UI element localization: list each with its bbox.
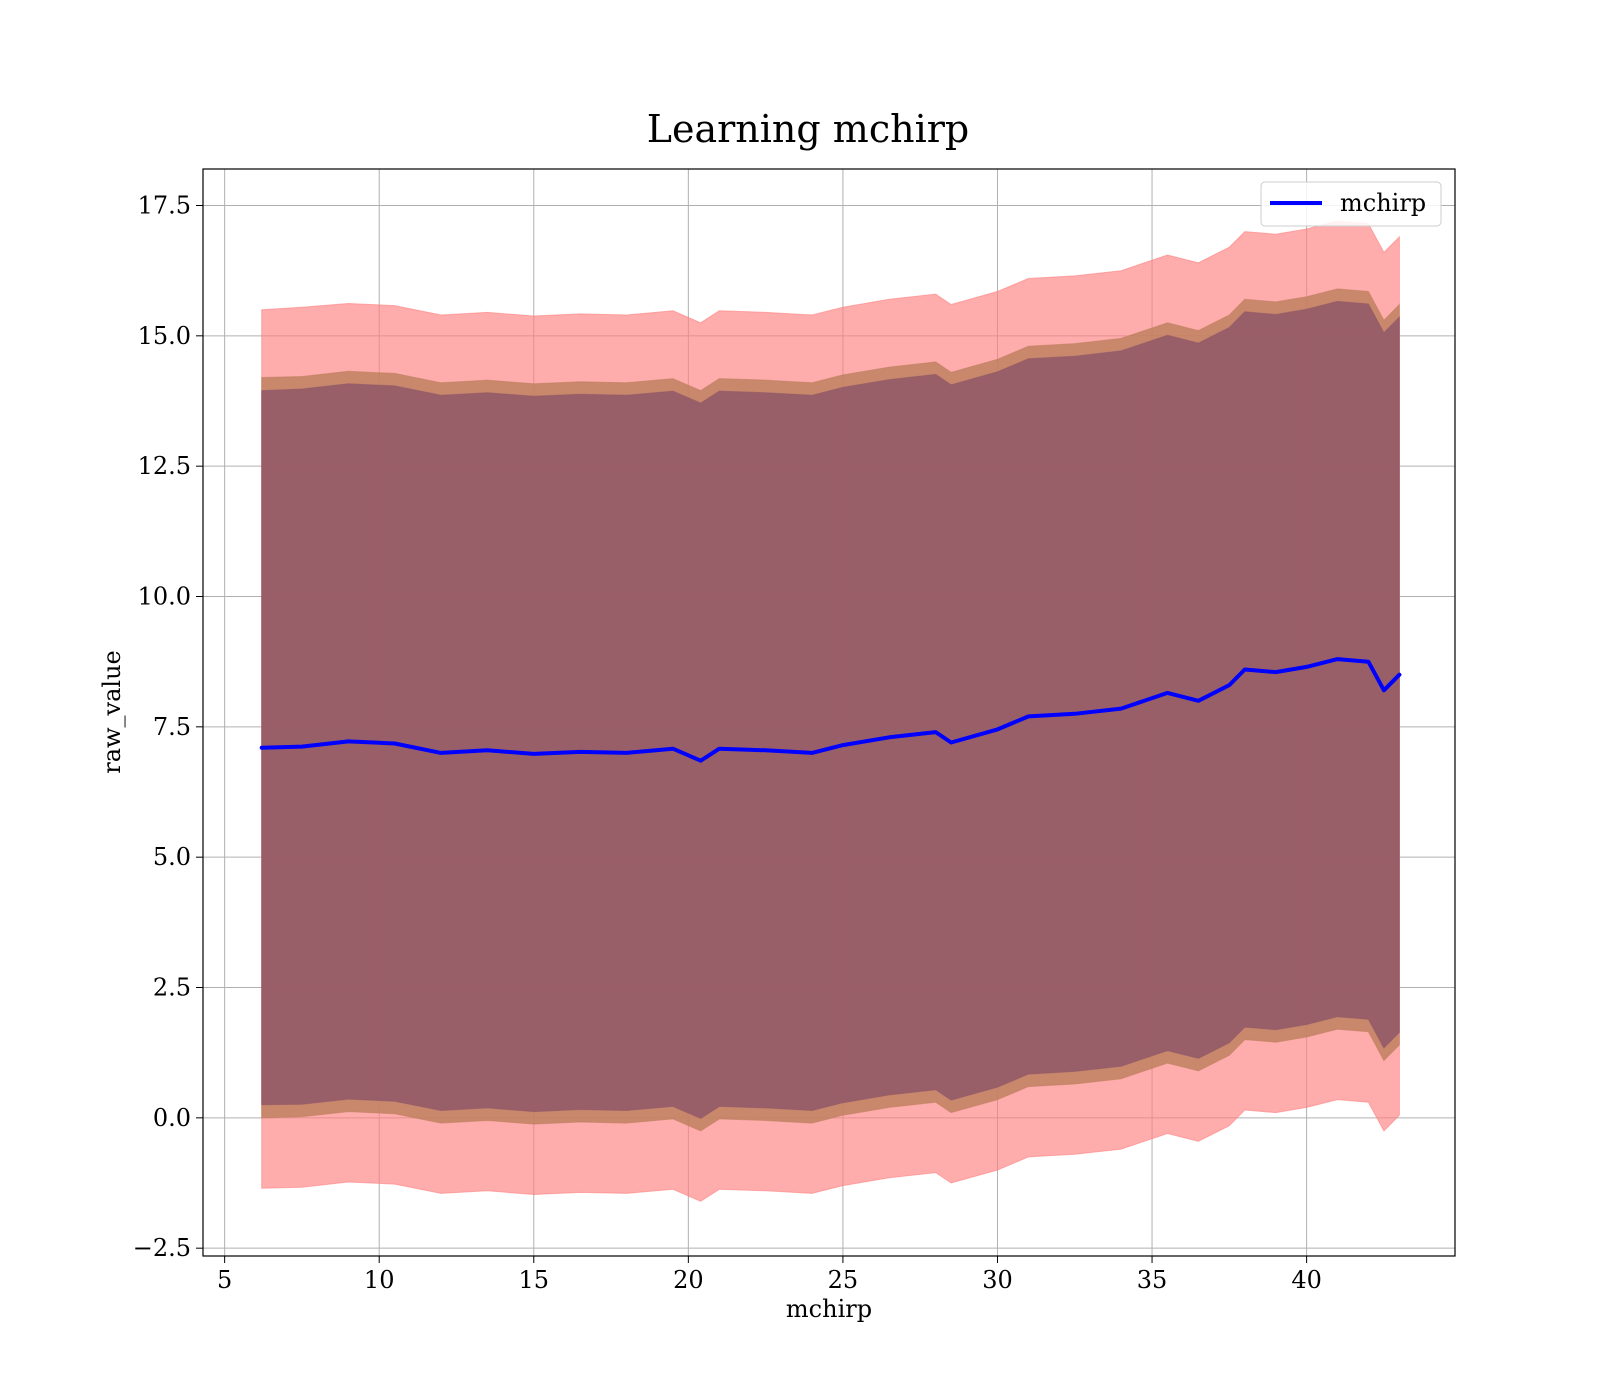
legend-box: [1260, 181, 1442, 227]
x-tick-label: 20: [673, 1266, 704, 1294]
x-tick-label: 15: [519, 1266, 550, 1294]
band-inner: [261, 300, 1400, 1119]
x-tick-label: 40: [1291, 1266, 1322, 1294]
y-tick-label: −2.5: [133, 1234, 191, 1262]
chart-title: Learning mchirp: [647, 107, 969, 151]
series-line-mchirp: [259, 657, 1402, 763]
series-lines: [259, 657, 1402, 763]
x-tick-label: 35: [1137, 1266, 1168, 1294]
x-tick-label: 25: [828, 1266, 859, 1294]
x-tick-label: 30: [982, 1266, 1013, 1294]
y-tick-label: 2.5: [153, 974, 191, 1002]
legend: mchirp: [1260, 181, 1442, 227]
y-tick-label: 10.0: [138, 583, 191, 611]
y-axis-label: raw_value: [98, 650, 126, 774]
y-tick-label: 12.5: [138, 452, 191, 480]
x-axis-label: mchirp: [786, 1295, 872, 1323]
y-tick-label: 5.0: [153, 843, 191, 871]
y-tick-label: 0.0: [153, 1104, 191, 1132]
confidence-bands: [261, 220, 1400, 1202]
x-tick-label: 5: [217, 1266, 232, 1294]
y-tick-label: 17.5: [138, 191, 191, 219]
y-tick-label: 7.5: [153, 713, 191, 741]
y-tick-label: 15.0: [138, 322, 191, 350]
plot-frame: [202, 168, 1456, 1257]
x-axis-ticks: 5 10 15 20 25 30 35 40: [217, 1256, 1322, 1294]
y-axis-ticks: −2.5 0.0 2.5 5.0 7.5 10.0 12.5 15.0 17.5: [133, 191, 203, 1262]
x-tick-label: 10: [364, 1266, 395, 1294]
legend-label: mchirp: [1340, 189, 1426, 217]
